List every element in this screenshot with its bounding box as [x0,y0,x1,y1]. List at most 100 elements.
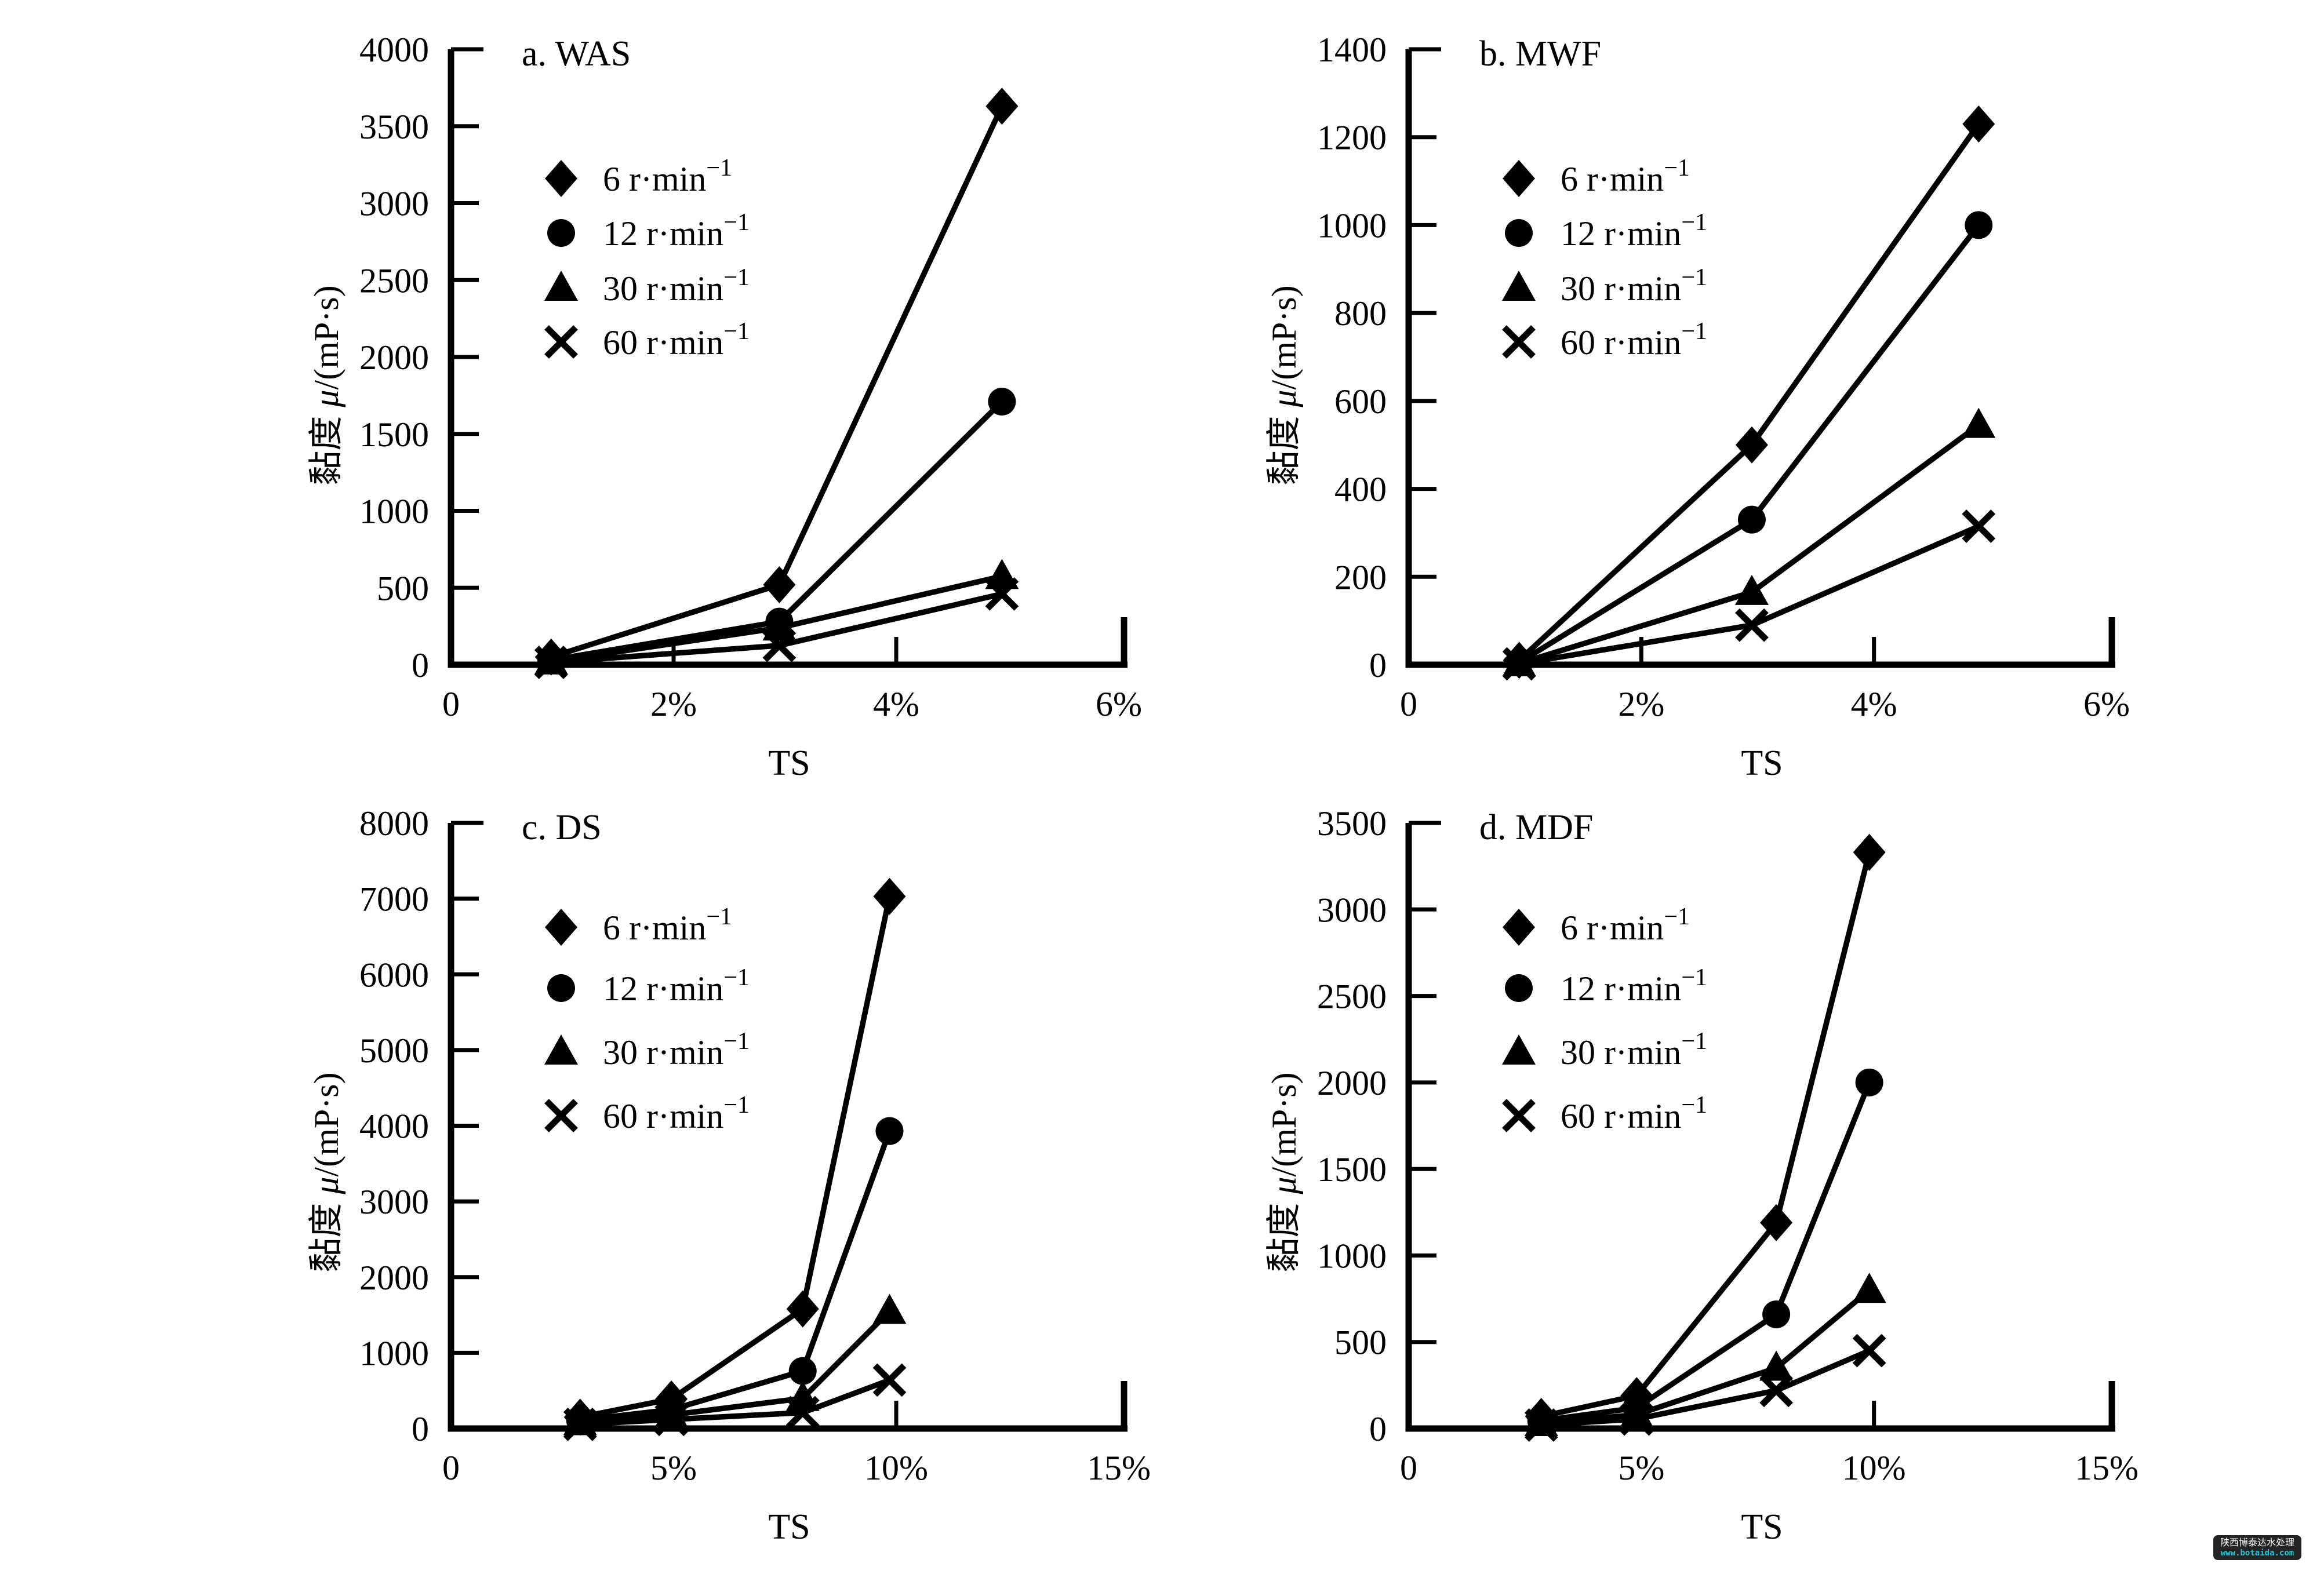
data-marker-cross [563,1407,597,1441]
legend-label: 6 r·min−1 [1561,155,1690,198]
legend-label: 30 r·min−1 [603,264,750,308]
data-marker-cross [1852,1333,1886,1368]
legend-label: 30 r·min−1 [603,1028,750,1072]
data-marker-cross [785,1396,820,1430]
y-tick-label: 200 [1334,558,1387,596]
legend-label: 12 r·min−1 [1561,964,1707,1008]
y-tick-label: 0 [412,646,429,684]
data-marker-cross [762,628,797,662]
y-tick-label: 4000 [359,1107,429,1146]
legend-marker-diamond [545,160,577,197]
legend-label: 60 r·min−1 [603,318,750,362]
legend-label: 30 r·min−1 [1561,264,1707,308]
legend-label: 60 r·min−1 [603,1092,750,1135]
legend-marker-triangle [544,271,578,301]
data-marker-cross [1962,509,1996,543]
y-tick-label: 0 [1369,1410,1387,1448]
legend-label: 6 r·min−1 [603,903,732,947]
legend-marker-cross [544,325,578,359]
y-tick-label: 2000 [359,338,429,377]
axis-spine [1405,823,2115,1432]
legend-marker-diamond [1503,909,1535,946]
series-line-triangle [580,1309,892,1426]
y-tick-label: 3000 [359,185,429,223]
data-marker-circle [988,387,1016,416]
x-tick-label: 4% [1851,685,1897,723]
axis-spine [448,823,1128,1432]
series-line-triangle [1541,1288,1871,1426]
y-tick-label: 1200 [1317,119,1387,157]
y-tick-label: 800 [1334,294,1387,333]
legend-label: 6 r·min−1 [1561,903,1690,947]
legend-label: 60 r·min−1 [1561,318,1707,362]
y-tick-label: 400 [1334,471,1387,509]
y-tick-label: 600 [1334,382,1387,421]
y-tick-label: 0 [412,1410,429,1448]
y-axis-title: 黏度 μ/(mP·s) [1265,1072,1303,1272]
y-tick-label: 1000 [1317,206,1387,245]
legend-marker-diamond [1503,160,1535,197]
y-tick-label: 1400 [1317,31,1387,69]
legend-marker-diamond [545,909,577,946]
legend-label: 30 r·min−1 [1561,1028,1707,1072]
y-tick-label: 1500 [359,416,429,454]
legend-marker-circle [547,219,575,247]
data-marker-triangle [872,1294,907,1324]
y-tick-label: 7000 [359,880,429,919]
series-line-circle [1541,1081,1872,1424]
x-tick-label: 10% [1842,1449,1906,1487]
y-tick-label: 6000 [359,956,429,994]
data-marker-cross [1524,1408,1558,1442]
x-tick-label: 6% [2083,685,2130,723]
series-line-diamond [1517,122,1981,662]
data-marker-triangle [1734,574,1769,605]
data-marker-circle [1855,1068,1883,1096]
x-tick-label: 15% [1087,1449,1151,1487]
x-tick-label: 0 [1400,1449,1417,1487]
y-tick-label: 1000 [1317,1237,1387,1275]
legend-marker-cross [544,1099,578,1132]
panel-title: c. DS [522,808,602,847]
legend-marker-cross [1502,1099,1536,1132]
legend-marker-cross [1502,325,1536,359]
y-tick-label: 5000 [359,1032,429,1070]
x-tick-label: 10% [864,1449,928,1487]
legend-marker-circle [547,974,575,1002]
data-marker-triangle [1759,1350,1794,1381]
y-tick-label: 3000 [359,1183,429,1221]
data-marker-triangle [1852,1273,1886,1303]
data-marker-triangle [1620,1397,1654,1428]
y-tick-label: 500 [377,569,429,607]
y-axis-title: 黏度 μ/(mP·s) [307,285,345,485]
legend-label: 60 r·min−1 [1561,1092,1707,1135]
data-marker-cross [872,1363,907,1397]
series-line-diamond [579,895,893,1420]
data-marker-triangle [654,1397,689,1428]
watermark-badge[interactable]: 陕西博泰达水处理 www.botaida.com [2213,1535,2301,1560]
series-line-diamond [1540,851,1872,1419]
x-tick-label: 0 [442,685,460,723]
y-tick-label: 2000 [1317,1064,1387,1102]
legend-label: 12 r·min−1 [1561,209,1707,253]
legend-marker-circle [1505,219,1533,247]
legend-marker-triangle [1502,271,1536,301]
data-marker-circle [1965,211,1993,239]
y-tick-label: 1000 [359,493,429,531]
x-tick-label: 0 [1400,685,1417,723]
data-marker-circle [875,1117,904,1145]
x-axis-title: TS [1741,1507,1783,1547]
y-tick-label: 0 [1369,646,1387,684]
x-tick-label: 2% [1618,685,1664,723]
panel-title: d. MDF [1479,808,1593,847]
y-tick-label: 1500 [1317,1150,1387,1189]
series-line-cross [580,1377,891,1427]
watermark-company-text: 陕西博泰达水处理 [2220,1537,2294,1549]
data-marker-cross [1759,1373,1793,1408]
chart-panel-mwf: 0 200 400 600 800 1000 1200 1400 0 2% 4% 6% TS 黏度 μ/(… [1265,31,2130,783]
legend-marker-triangle [1502,1034,1536,1065]
x-tick-label: 5% [650,1449,697,1487]
x-tick-label: 15% [2075,1449,2138,1487]
y-tick-label: 500 [1334,1324,1387,1362]
data-marker-diamond [1760,1204,1793,1241]
